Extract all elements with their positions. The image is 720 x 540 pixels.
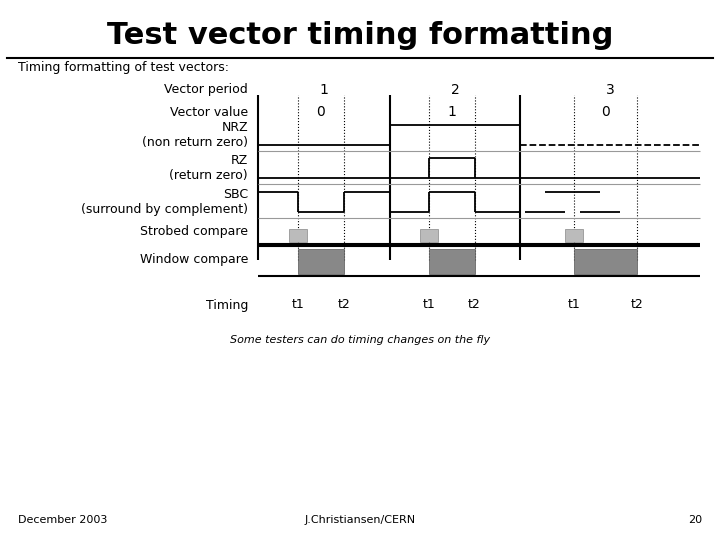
Text: 1: 1 bbox=[447, 105, 456, 119]
Bar bbox=[429, 249, 474, 274]
Text: t1: t1 bbox=[567, 299, 580, 312]
Bar bbox=[565, 229, 583, 242]
Text: Timing: Timing bbox=[206, 299, 248, 312]
Text: t1: t1 bbox=[291, 299, 304, 312]
Text: 3: 3 bbox=[606, 83, 614, 97]
Text: 20: 20 bbox=[688, 515, 702, 525]
Text: t1: t1 bbox=[423, 299, 436, 312]
Text: t2: t2 bbox=[338, 299, 350, 312]
Bar bbox=[297, 249, 344, 274]
Text: t2: t2 bbox=[468, 299, 481, 312]
Text: RZ
(return zero): RZ (return zero) bbox=[169, 154, 248, 182]
Text: t2: t2 bbox=[631, 299, 644, 312]
Text: 2: 2 bbox=[451, 83, 459, 97]
Text: Vector period: Vector period bbox=[164, 84, 248, 97]
Text: NRZ
(non return zero): NRZ (non return zero) bbox=[142, 121, 248, 149]
Text: December 2003: December 2003 bbox=[18, 515, 107, 525]
Bar bbox=[574, 249, 637, 274]
Text: Test vector timing formatting: Test vector timing formatting bbox=[107, 21, 613, 50]
Text: Vector value: Vector value bbox=[170, 105, 248, 118]
Text: Strobed compare: Strobed compare bbox=[140, 226, 248, 239]
Text: Window compare: Window compare bbox=[140, 253, 248, 266]
Text: SBC
(surround by complement): SBC (surround by complement) bbox=[81, 188, 248, 216]
Bar bbox=[420, 229, 438, 242]
Text: J.Christiansen/CERN: J.Christiansen/CERN bbox=[305, 515, 415, 525]
Bar bbox=[289, 229, 307, 242]
Text: Timing formatting of test vectors:: Timing formatting of test vectors: bbox=[18, 62, 229, 75]
Text: 0: 0 bbox=[601, 105, 610, 119]
Text: Some testers can do timing changes on the fly: Some testers can do timing changes on th… bbox=[230, 335, 490, 345]
Text: 0: 0 bbox=[316, 105, 325, 119]
Text: 1: 1 bbox=[320, 83, 328, 97]
